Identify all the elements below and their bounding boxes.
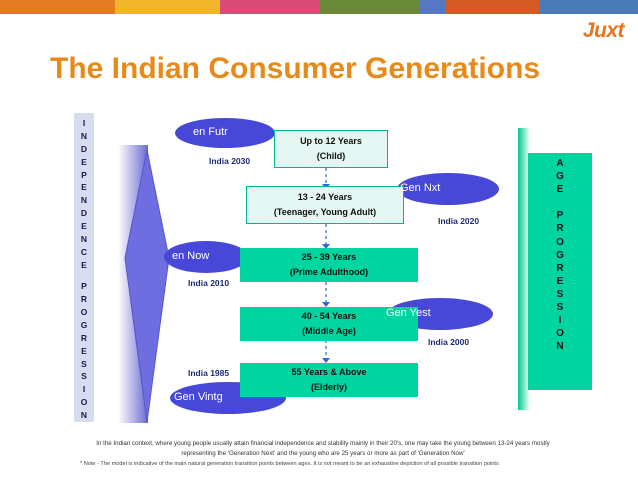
axis-letter: G: [80, 319, 88, 330]
gen-vintg-label: Gen Vintg: [174, 391, 223, 403]
color-segment: [320, 0, 420, 14]
axis-letter: R: [556, 262, 564, 274]
axis-letter: P: [556, 210, 564, 222]
gen-yest-label: Gen Yest: [386, 307, 431, 319]
stage-label: (Teenager, Young Adult): [273, 207, 377, 217]
color-segment: [445, 0, 540, 14]
axis-letter: O: [556, 236, 564, 248]
axis-letter: S: [81, 358, 87, 369]
color-segment: [115, 0, 220, 14]
stage-box-middle: 40 - 54 Years (Middle Age): [240, 307, 418, 341]
axis-letter: N: [80, 130, 88, 141]
axis-letter: S: [81, 371, 87, 382]
stage-label: (Child): [316, 151, 346, 161]
right-gradient-band: [518, 128, 530, 410]
axis-letter: O: [556, 328, 564, 340]
axis-letter: O: [80, 306, 88, 317]
top-color-bar: [0, 0, 638, 14]
axis-letter: D: [80, 208, 88, 219]
gen-now-label: en Now: [172, 250, 210, 262]
stage-box-teen: 13 - 24 Years (Teenager, Young Adult): [246, 186, 404, 224]
axis-letter: E: [81, 182, 87, 193]
year-label-2000: India 2000: [428, 337, 470, 347]
axis-letter: E: [81, 259, 87, 270]
footnote: * Note - The model is indicative of the …: [80, 461, 499, 467]
year-label-1985: India 1985: [188, 368, 230, 378]
axis-letter: S: [556, 288, 564, 300]
axis-letter: E: [81, 221, 87, 232]
axis-letter: G: [556, 171, 564, 183]
color-segment: [420, 0, 445, 14]
axis-letter: S: [556, 302, 564, 314]
page-title: The Indian Consumer Generations: [50, 52, 541, 85]
stage-label: (Elderly): [310, 382, 347, 392]
context-note: In the Indian context, where young peopl…: [96, 440, 550, 457]
stage-age: 55 Years & Above: [291, 367, 367, 377]
independence-progression-axis: I N D E P E N D E N C E P R O G R E S S …: [74, 113, 94, 422]
axis-letter: P: [81, 169, 87, 180]
axis-letter: R: [556, 223, 564, 235]
gen-nxt-label: Gen Nxt: [400, 182, 441, 194]
color-segment: [540, 0, 638, 14]
juxt-logo: Juxt: [582, 19, 625, 42]
stage-box-prime: 25 - 39 Years (Prime Adulthood): [240, 248, 418, 282]
axis-letter: C: [80, 246, 88, 257]
axis-letter: I: [558, 315, 562, 327]
stage-label: (Prime Adulthood): [289, 267, 369, 277]
axis-letter: I: [82, 118, 86, 128]
axis-letter: N: [80, 410, 88, 421]
axis-letter: N: [80, 234, 88, 245]
stage-label: (Middle Age): [302, 326, 356, 336]
axis-letter: D: [80, 143, 88, 154]
stage-age: 25 - 39 Years: [301, 252, 357, 262]
axis-letter: O: [80, 397, 88, 408]
axis-letter: E: [556, 275, 564, 287]
year-label-2030: India 2030: [209, 156, 251, 166]
age-progression-axis: A G E P R O G R E S S I O N: [528, 153, 592, 390]
axis-letter: A: [556, 158, 564, 169]
axis-letter: R: [80, 332, 88, 343]
axis-letter: E: [556, 184, 564, 196]
axis-letter: E: [81, 345, 87, 356]
stage-age: 13 - 24 Years: [297, 192, 353, 202]
axis-letter: G: [556, 249, 564, 261]
axis-letter: N: [556, 341, 564, 353]
year-label-2010: India 2010: [188, 278, 230, 288]
stage-age: 40 - 54 Years: [301, 311, 357, 321]
color-segment: [0, 0, 115, 14]
axis-letter: I: [82, 384, 86, 395]
axis-letter: E: [81, 156, 87, 167]
stage-age: Up to 12 Years: [300, 136, 362, 146]
axis-letter: N: [80, 195, 88, 206]
stage-box-child: Up to 12 Years (Child): [274, 130, 388, 168]
gen-futr-label: en Futr: [193, 126, 228, 138]
axis-letter: P: [81, 281, 87, 292]
stage-box-elderly: 55 Years & Above (Elderly): [240, 363, 418, 397]
axis-letter: R: [80, 294, 88, 305]
year-label-2020: India 2020: [438, 216, 480, 226]
color-segment: [220, 0, 320, 14]
